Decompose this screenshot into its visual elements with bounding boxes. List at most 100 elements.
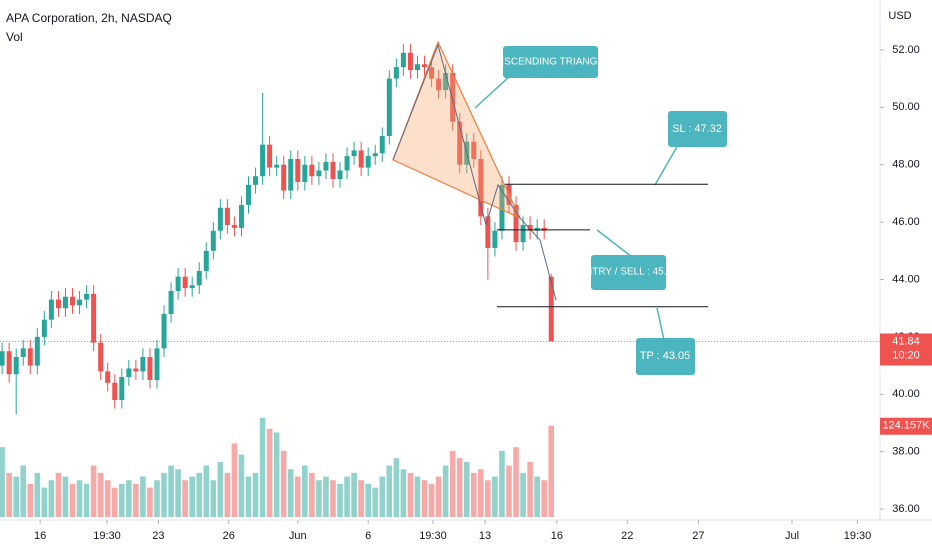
volume-bar <box>351 472 357 517</box>
candle-body <box>98 342 104 372</box>
volume-bar <box>126 480 132 517</box>
candle-body <box>119 377 125 401</box>
callout-pointer <box>596 229 633 258</box>
volume-bar <box>442 465 449 517</box>
volume-bar <box>224 472 231 517</box>
candle-body <box>365 156 371 168</box>
volume-bar <box>210 480 217 517</box>
volume-bar <box>273 432 280 517</box>
volume-bar <box>20 465 27 517</box>
x-tick-label: 16 <box>551 530 563 542</box>
candle-body <box>295 158 301 182</box>
volume-bar <box>520 472 526 517</box>
volume-bar <box>48 480 55 517</box>
candle-body <box>175 276 181 291</box>
volume-bar <box>323 476 329 517</box>
candle-body <box>0 351 5 366</box>
candle-body <box>91 293 97 343</box>
volume-bar <box>309 472 315 517</box>
volume-bar <box>76 480 83 517</box>
volume-bar <box>435 476 442 517</box>
volume-bar <box>386 465 393 517</box>
volume-bar <box>259 417 266 517</box>
candle-body <box>84 293 90 300</box>
volume-bar <box>27 483 34 517</box>
volume-bar <box>287 469 294 517</box>
volume-bar <box>175 469 181 517</box>
candle-body <box>161 313 167 349</box>
candle-body <box>351 150 357 157</box>
volume-box <box>880 417 932 435</box>
candle-body <box>457 121 463 165</box>
candle-body <box>323 161 329 171</box>
volume-bar <box>154 480 160 517</box>
volume-bar <box>182 480 188 517</box>
volume-bar <box>330 480 336 517</box>
volume-bar <box>6 472 12 517</box>
volume-bar <box>428 483 435 517</box>
x-tick-label: 27 <box>692 530 704 542</box>
x-tick-label: Jun <box>289 530 307 542</box>
y-tick-label: 50.00 <box>892 101 920 113</box>
volume-bar <box>534 476 540 517</box>
volume-bar <box>358 480 364 517</box>
volume-bar <box>470 472 477 517</box>
annotation-layer: DESCENDING TRIANGLE SL : 47.32 ENTRY / S… <box>474 46 727 375</box>
y-tick-label: 36.00 <box>892 503 920 515</box>
candle-body <box>393 67 399 79</box>
x-tick-label: 23 <box>152 530 164 542</box>
candle-body <box>196 270 202 286</box>
volume-bar <box>168 465 174 517</box>
triangle-pattern <box>392 40 522 220</box>
candle-body <box>274 164 280 168</box>
volume-bar <box>189 476 195 517</box>
candle-body <box>485 216 491 248</box>
y-tick-label: 48.00 <box>892 159 920 171</box>
candle-body <box>302 164 308 182</box>
pattern-label: DESCENDING TRIANGLE <box>490 57 610 68</box>
sl-label: SL : 47.32 <box>672 123 722 135</box>
volume-bar <box>13 476 19 517</box>
candle-body <box>203 250 209 271</box>
candle-body <box>450 72 456 122</box>
volume-bar <box>302 465 308 517</box>
volume-bar <box>41 487 48 517</box>
y-tick-label: 40.00 <box>892 388 920 400</box>
candle-layer <box>0 44 554 415</box>
candle-body <box>344 156 350 171</box>
volume-bar <box>196 472 203 517</box>
candle-body <box>62 296 68 309</box>
volume-bar <box>245 476 252 517</box>
volume-bar <box>379 476 386 517</box>
candle-body <box>126 368 132 378</box>
candle-body <box>77 299 83 306</box>
volume-bar <box>541 480 547 517</box>
volume-layer <box>0 417 555 517</box>
volume-bar <box>344 476 350 517</box>
last-price-label: 41.84 <box>892 335 920 347</box>
candle-body <box>414 64 420 71</box>
candle-body <box>309 164 315 177</box>
volume-bar <box>365 483 371 517</box>
y-tick-label: 46.00 <box>892 216 920 228</box>
volume-bar <box>548 425 555 517</box>
candle-body <box>337 170 343 180</box>
candle-body <box>520 224 526 243</box>
tp-label: TP : 43.05 <box>640 350 691 362</box>
candle-body <box>13 356 19 375</box>
volume-bar <box>104 480 111 517</box>
candle-body <box>55 299 61 309</box>
volume-bar <box>463 461 470 517</box>
candle-body <box>281 164 287 191</box>
volume-bar <box>161 472 167 517</box>
candle-body <box>20 348 26 357</box>
callout-box <box>636 338 695 375</box>
callout-box <box>591 255 666 290</box>
candle-body <box>154 348 160 380</box>
volume-bar <box>111 487 118 517</box>
callout-box <box>668 111 727 147</box>
volume-bar <box>421 480 428 517</box>
candle-body <box>513 204 519 243</box>
